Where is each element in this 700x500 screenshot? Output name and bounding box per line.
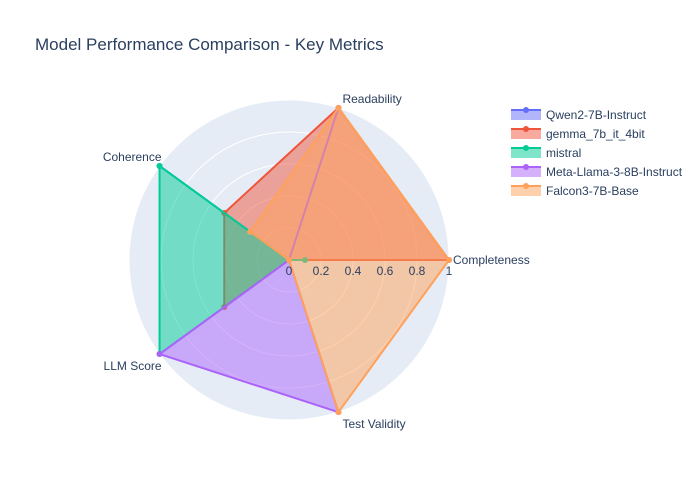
chart-title: Model Performance Comparison - Key Metri… xyxy=(35,35,384,54)
legend-marker xyxy=(523,126,529,132)
legend-item[interactable]: Qwen2-7B-Instruct xyxy=(511,107,647,122)
data-point xyxy=(335,409,342,416)
legend-swatch xyxy=(511,148,541,158)
data-point xyxy=(156,351,163,358)
data-point xyxy=(156,162,163,169)
legend-item[interactable]: Falcon3-7B-Base xyxy=(511,183,639,198)
legend-marker xyxy=(523,164,529,170)
axis-label: LLM Score xyxy=(104,359,162,373)
legend-label: gemma_7b_it_4bit xyxy=(546,127,645,141)
legend-swatch xyxy=(511,110,541,120)
radial-tick-label: 0 xyxy=(286,264,293,278)
legend-marker xyxy=(523,183,529,189)
legend-swatch xyxy=(511,129,541,139)
legend-swatch xyxy=(511,167,541,177)
radial-tick-label: 0.4 xyxy=(345,264,362,278)
data-point xyxy=(286,257,292,263)
axis-label: Coherence xyxy=(103,150,162,164)
radial-tick-labels: 0 0.2 0.4 0.6 0.8 1 xyxy=(286,264,453,278)
radial-tick-label: 0.8 xyxy=(409,264,426,278)
series-layer xyxy=(156,104,452,416)
series-area xyxy=(249,106,450,414)
radial-tick-label: 0.6 xyxy=(377,264,394,278)
legend-label: mistral xyxy=(546,146,581,160)
axis-label: Test Validity xyxy=(342,417,405,431)
legend-label: Meta-Llama-3-8B-Instruct xyxy=(546,165,683,179)
axis-label: Readability xyxy=(342,92,401,106)
legend-item[interactable]: Meta-Llama-3-8B-Instruct xyxy=(511,164,683,179)
axis-labels: Completeness Test Validity LLM Score Cohere… xyxy=(103,92,530,431)
data-point xyxy=(247,228,254,235)
legend-marker xyxy=(523,107,529,113)
legend-marker xyxy=(523,145,529,151)
axis-label: Completeness xyxy=(453,253,530,267)
legend[interactable]: Qwen2-7B-Instruct gemma_7b_it_4bitmistral… xyxy=(511,107,683,198)
legend-item[interactable]: mistral xyxy=(511,145,581,160)
data-point xyxy=(335,104,342,111)
data-point xyxy=(446,257,452,263)
legend-label: Qwen2-7B-Instruct xyxy=(546,108,647,122)
legend-label: Falcon3-7B-Base xyxy=(546,184,639,198)
legend-swatch xyxy=(511,186,541,196)
radial-tick-label: 0.2 xyxy=(313,264,330,278)
series-4 xyxy=(247,104,452,416)
radial-tick-label: 1 xyxy=(446,264,453,278)
legend-item[interactable]: gemma_7b_it_4bit xyxy=(511,126,645,141)
